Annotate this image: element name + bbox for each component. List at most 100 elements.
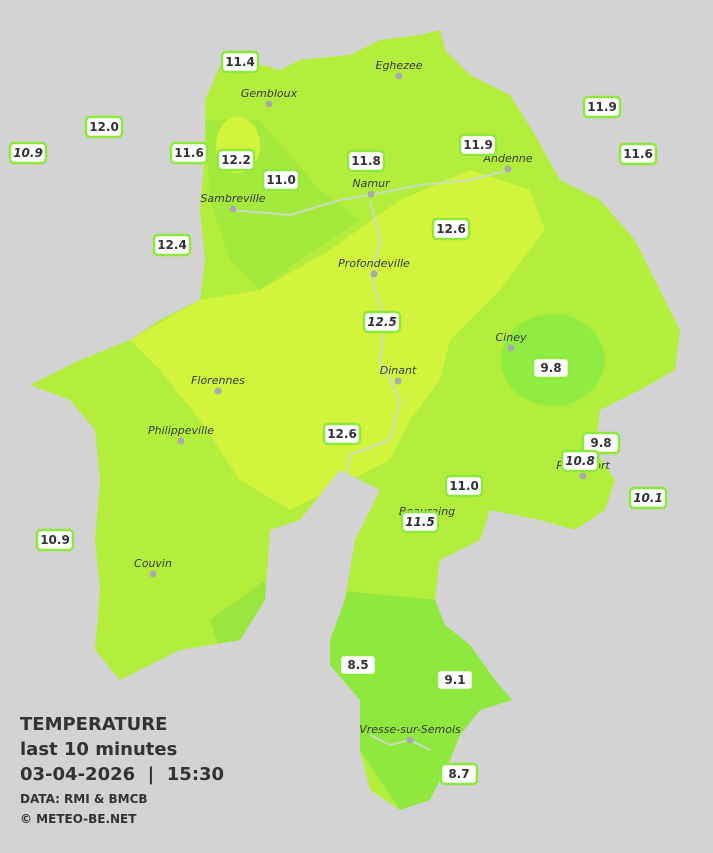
station: 12.5 [362,310,402,334]
station: 9.8 [531,356,571,380]
station: 9.1 [435,668,475,692]
station: 8.5 [338,653,378,677]
city-name: Florennes [191,374,245,387]
stations: 11.4 12.0 10.9 11.6 12.2 11.0 11.8 11.9 11.9 11.6… [8,50,668,786]
city-name: Philippeville [148,424,214,437]
station-box [581,431,621,455]
station-box [220,50,260,74]
station-value: 12.0 [89,120,119,134]
station: 11.0 [444,474,484,498]
station-value: 8.7 [448,767,469,781]
station-box [618,142,658,166]
station-value: 9.8 [590,436,611,450]
station-value: 11.0 [449,479,479,493]
station-value: 9.8 [540,361,561,375]
station-box [84,115,124,139]
station-box [560,449,600,473]
station-box [216,148,256,172]
caption-title: TEMPERATURE [20,714,167,735]
station-value: 12.6 [436,222,466,236]
city-name: Profondeville [338,257,410,270]
station-value: 12.2 [221,153,251,167]
station-box [362,310,402,334]
station-value: 8.5 [347,658,368,672]
station: 11.6 [169,141,209,165]
station-box [261,168,301,192]
river [344,199,402,481]
station: 12.2 [216,148,256,172]
city-name: Couvin [134,557,172,570]
city-name: Eghezee [376,59,423,72]
caption-subtitle: last 10 minutes [20,739,177,760]
station: 12.0 [84,115,124,139]
station-box [458,133,498,157]
station: 11.0 [261,168,301,192]
station-box [531,356,571,380]
station-value: 9.1 [444,673,465,687]
station-value: 11.8 [351,154,381,168]
city-dot [579,472,587,480]
station-value: 10.8 [565,454,595,468]
station-value: 11.4 [225,55,255,69]
city-dot [370,270,378,278]
city-dot [395,72,403,80]
city-name: Ciney [496,331,527,344]
station-value: 12.5 [367,315,397,329]
river [369,734,431,751]
station: 11.4 [220,50,260,74]
station-value: 11.5 [405,515,435,529]
station: 10.9 [8,141,48,165]
city-dot [229,205,237,213]
station-box [444,474,484,498]
station: 10.8 [560,449,600,473]
city-name: Namur [352,177,391,190]
station: 11.9 [458,133,498,157]
city-name: Vresse-sur-Semois [359,723,461,736]
station-value: 11.0 [266,173,296,187]
station-box [439,762,479,786]
station: 11.6 [618,142,658,166]
station-box [431,217,471,241]
city-name: Dinant [380,364,417,377]
station: 12.6 [322,422,362,446]
station-value: 12.4 [157,238,187,252]
station-box [169,141,209,165]
station-box [338,653,378,677]
city-dot [214,387,222,395]
station: 8.7 [439,762,479,786]
station-box [582,95,622,119]
station-value: 10.9 [40,533,70,547]
city-dot [406,736,414,744]
station-box [35,528,75,552]
city-dot [177,437,185,445]
station-box [8,141,48,165]
city-dot [265,100,273,108]
station: 12.6 [431,217,471,241]
city-dot [149,570,157,578]
station-value: 11.9 [587,100,617,114]
station-value: 11.6 [623,147,653,161]
city-dot [394,377,402,385]
city-dot [507,344,515,352]
station: 9.8 [581,431,621,455]
city-dot [367,190,375,198]
station: 10.1 [628,486,668,510]
city-name: Sambreville [200,192,265,205]
station: 11.9 [582,95,622,119]
caption-source: DATA: RMI & BMCB [20,792,148,806]
station-box [628,486,668,510]
station: 12.4 [152,233,192,257]
station-box [322,422,362,446]
station: 11.5 [400,510,440,534]
station-value: 10.1 [633,491,663,505]
caption-copyright: © METEO-BE.NET [20,812,137,826]
station-box [435,668,475,692]
station: 11.8 [346,149,386,173]
station-box [152,233,192,257]
city-dot [504,165,512,173]
caption-timestamp: 03-04-2026 | 15:30 [20,764,224,785]
station-value: 10.9 [13,146,43,160]
station: 10.9 [35,528,75,552]
